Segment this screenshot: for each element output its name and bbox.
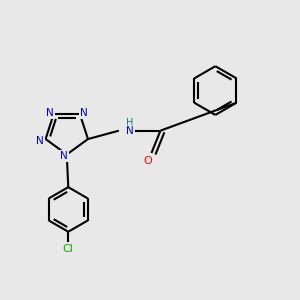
Text: N: N bbox=[46, 108, 54, 118]
Text: Cl: Cl bbox=[63, 244, 74, 254]
Text: N: N bbox=[80, 108, 88, 118]
Text: H: H bbox=[126, 118, 134, 128]
Text: N: N bbox=[36, 136, 44, 146]
Text: N: N bbox=[60, 151, 68, 161]
Text: O: O bbox=[143, 156, 152, 166]
Text: N: N bbox=[126, 126, 134, 136]
